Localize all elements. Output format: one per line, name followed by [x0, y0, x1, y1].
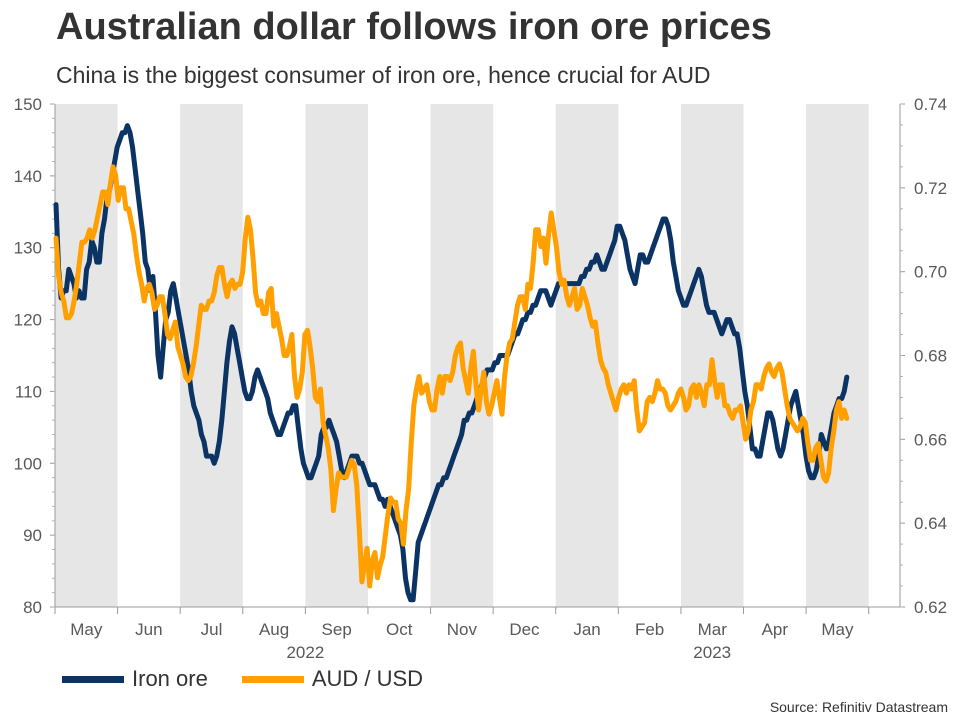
year-label-2022: 2022 [286, 643, 324, 662]
series-line-aud-usd [53, 164, 850, 589]
right-tick-label-0.74: 0.74 [914, 95, 947, 114]
left-tick-label-130: 130 [14, 239, 42, 258]
source-note: Source: Refinitiv Datastream [769, 699, 948, 715]
x-tick-label-jan-8: Jan [573, 620, 600, 639]
x-tick-label-may-12: May [821, 620, 854, 639]
chart-subtitle: China is the biggest consumer of iron or… [56, 62, 711, 88]
legend-label-aud-usd: AUD / USD [311, 666, 424, 691]
right-tick-label-0.68: 0.68 [914, 347, 947, 366]
left-tick-label-100: 100 [14, 454, 42, 473]
x-tick-label-jul-2: Jul [201, 620, 223, 639]
legend-swatch-iron-ore [62, 675, 124, 683]
legend-label-iron-ore: Iron ore [132, 666, 208, 691]
x-tick-label-apr-11: Apr [762, 620, 789, 639]
legend-item-iron-ore: Iron ore [62, 666, 208, 692]
legend-swatch-aud-usd [241, 675, 304, 683]
right-tick-label-0.66: 0.66 [914, 430, 947, 449]
series-line-iron-ore [53, 123, 850, 603]
x-tick-label-feb-9: Feb [635, 620, 664, 639]
right-tick-label-0.72: 0.72 [914, 179, 947, 198]
chart-title: Australian dollar follows iron ore price… [56, 6, 772, 48]
left-tick-label-140: 140 [14, 167, 42, 186]
left-tick-label-90: 90 [23, 526, 42, 545]
x-tick-label-sep-4: Sep [322, 620, 352, 639]
x-tick-label-may-0: May [70, 620, 103, 639]
x-tick-label-mar-10: Mar [698, 620, 728, 639]
left-tick-label-80: 80 [23, 598, 42, 617]
right-tick-label-0.64: 0.64 [914, 514, 947, 533]
left-tick-label-120: 120 [14, 311, 42, 330]
legend-item-aud-usd: AUD / USD [241, 666, 424, 692]
shaded-band-jan-8 [555, 104, 619, 607]
shaded-band-may-12 [806, 104, 869, 607]
shaded-band-mar-10 [680, 104, 744, 607]
x-tick-label-jun-1: Jun [135, 620, 162, 639]
x-tick-label-nov-6: Nov [447, 620, 478, 639]
year-label-2023: 2023 [693, 643, 731, 662]
left-tick-label-110: 110 [15, 382, 42, 401]
right-tick-label-0.70: 0.70 [914, 263, 947, 282]
shaded-band-may-0 [55, 104, 118, 607]
right-tick-label-0.62: 0.62 [914, 598, 947, 617]
shaded-band-jul-2 [180, 104, 243, 607]
x-tick-label-aug-3: Aug [259, 620, 289, 639]
left-tick-label-150: 150 [14, 95, 42, 114]
legend: Iron ore AUD / USD [62, 666, 457, 692]
x-tick-label-oct-5: Oct [386, 620, 413, 639]
x-tick-label-dec-7: Dec [509, 620, 540, 639]
